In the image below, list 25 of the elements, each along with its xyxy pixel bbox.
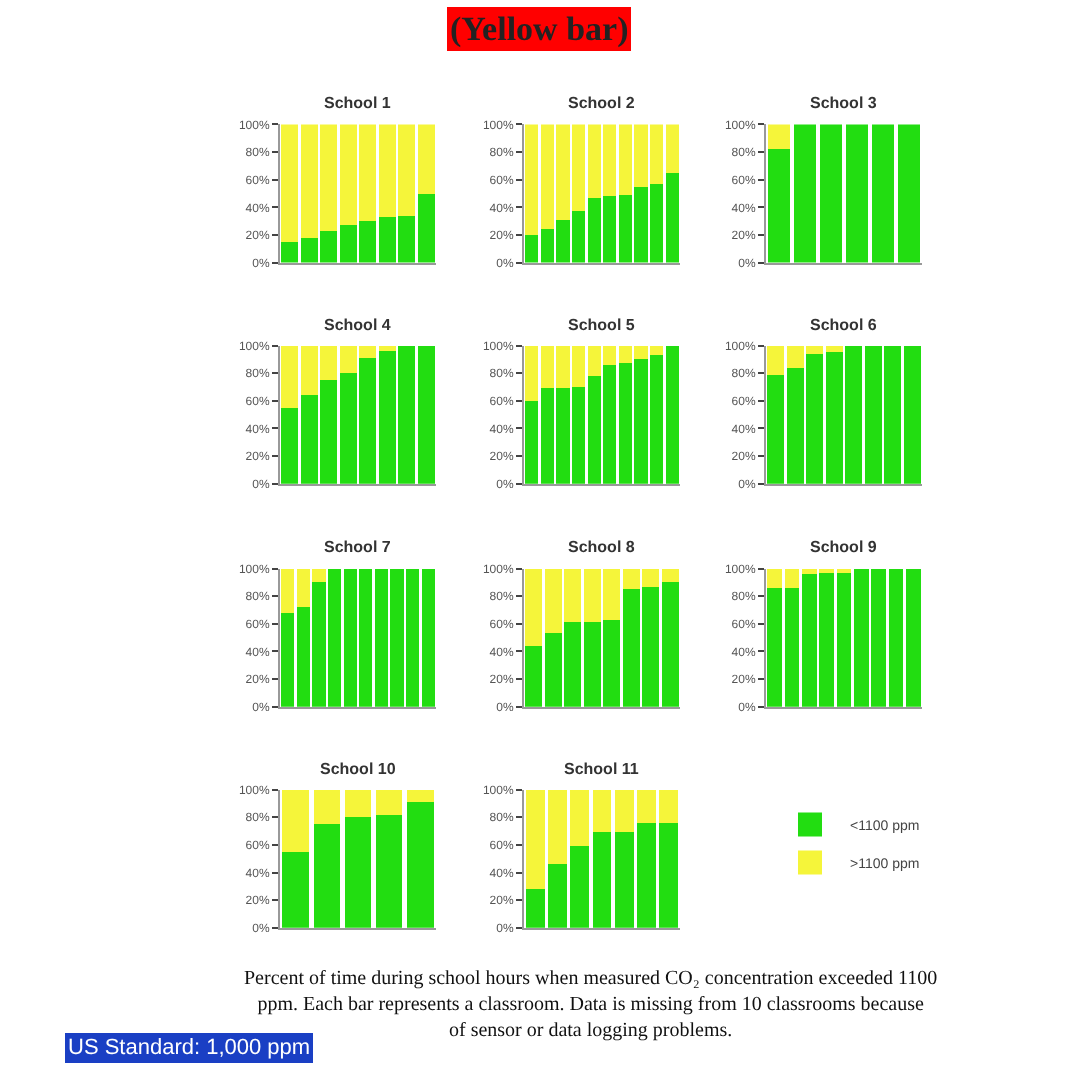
bar xyxy=(375,789,403,815)
bar xyxy=(313,789,341,825)
bar xyxy=(592,789,612,833)
bar xyxy=(313,824,341,928)
chart-title: School 8 xyxy=(568,538,636,556)
chart-title: School 9 xyxy=(810,538,878,556)
bar xyxy=(407,789,434,803)
chart-title: School 10 xyxy=(320,760,397,778)
bar xyxy=(282,789,309,852)
chart-title: School 2 xyxy=(568,94,636,112)
chart-title: School 1 xyxy=(324,94,392,112)
bar xyxy=(344,817,372,928)
chart-title: School 11 xyxy=(564,760,640,778)
text: US Standard: 1,000 ppm xyxy=(68,1036,311,1060)
chart-title: School 6 xyxy=(810,316,878,334)
chart-title: School 7 xyxy=(324,538,392,556)
bar xyxy=(282,851,309,928)
chart-title: School 4 xyxy=(324,316,392,334)
chart-title: School 3 xyxy=(810,94,878,112)
bar xyxy=(344,789,372,818)
chart-title: School 5 xyxy=(568,316,636,334)
bar xyxy=(592,832,612,928)
bar xyxy=(375,814,403,928)
bar xyxy=(407,802,434,928)
text: (Yellow bar) xyxy=(450,10,629,48)
